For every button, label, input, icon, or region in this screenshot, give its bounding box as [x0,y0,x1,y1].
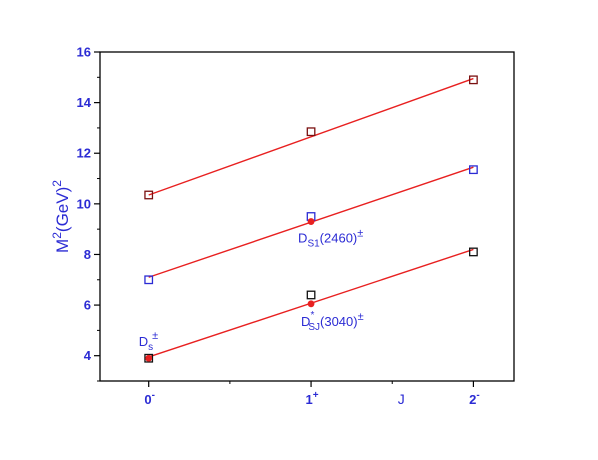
data-point-bottom_series [469,247,478,257]
ann-sup: ± [357,228,363,240]
axis-ticks [94,51,475,387]
ann-sub: S1 [307,239,320,250]
ann-tail: (3040) [320,314,358,329]
ann-sup: ± [358,311,364,323]
plot-frame [99,51,515,382]
x-tick-label: 0- [144,390,155,407]
x-tick-base: 1 [306,392,313,407]
ann-sub: s [148,342,153,353]
y-tick-label: 12 [77,146,91,161]
y-tick-label: 16 [77,45,91,60]
experimental-point [307,218,315,225]
y-title-unit: (GeV) [53,187,72,232]
data-point-top_series [144,190,154,200]
x-tick-base: 2 [469,392,476,407]
ann-tail: (2460) [320,231,358,246]
y-tick-label: 8 [84,247,91,262]
x-tick-sup: - [152,390,155,401]
axis-titles: JM2(GeV)2 [50,180,405,407]
y-tick-label: 4 [84,348,92,363]
annotation-dsj: D* SJ(3040)± [301,310,364,333]
y-title-unit-sup: 2 [50,180,64,187]
data-point-bottom_series [144,353,154,363]
data-point-middle_series [469,165,478,175]
x-tick-sup: - [476,390,479,401]
y-title-sup: 2 [50,232,64,239]
y-tick-label: 6 [84,298,91,313]
y-title-base: M [53,239,72,253]
ann-base: D [298,231,307,246]
ann-sup: ± [152,330,158,342]
data-points [144,75,478,363]
ann-base: D [139,334,148,349]
annotation-ds: Ds± [139,330,158,353]
data-point-bottom_series [306,290,316,300]
y-tick-label: 10 [77,196,91,211]
data-point-top_series [469,75,478,85]
plot-border [99,51,515,382]
ann-star: * [310,310,314,321]
fit-line-top_series [148,77,474,196]
x-tick-label: 1+ [306,390,319,407]
ann-base: D [301,314,310,329]
experimental-point [145,354,153,362]
data-point-middle_series [144,275,154,285]
y-tick-label: 14 [77,95,92,110]
x-tick-base: 0 [144,392,151,407]
ann-sub: SJ [308,322,320,333]
x-tick-sup: + [313,390,319,401]
x-tick-label: 2- [469,390,480,407]
x-axis-title: J [398,391,405,407]
y-axis-title: M2(GeV)2 [50,180,72,253]
data-point-top_series [306,127,316,137]
experimental-point [307,300,315,308]
annotations: Ds±DS1(2460)±D* SJ(3040)± [139,228,364,354]
annotation-ds1: DS1(2460)± [298,228,363,250]
